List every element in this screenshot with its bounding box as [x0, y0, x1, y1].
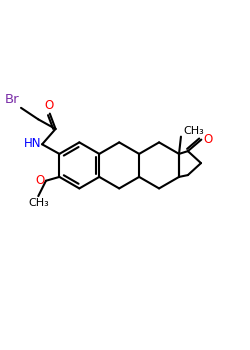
Text: Br: Br	[4, 93, 19, 106]
Text: O: O	[36, 174, 45, 187]
Text: CH₃: CH₃	[28, 198, 49, 208]
Text: HN: HN	[24, 137, 41, 150]
Text: CH₃: CH₃	[184, 126, 204, 136]
Text: O: O	[203, 133, 212, 146]
Text: O: O	[44, 99, 54, 112]
